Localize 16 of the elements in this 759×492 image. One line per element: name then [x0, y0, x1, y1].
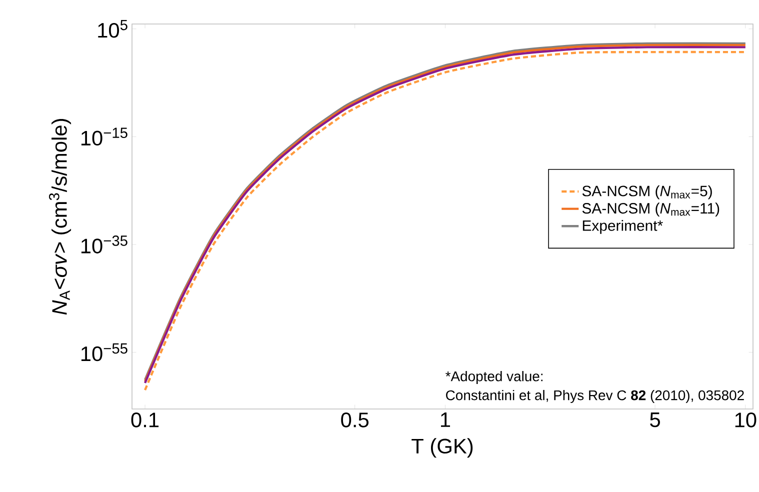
x-tick-label: 10: [735, 412, 756, 428]
y-axis-title: N$_{A}$<σv> (cm$^{3}$/s/mole): [48, 118, 72, 315]
x-axis-title: T (GK): [412, 438, 473, 458]
y-tick-label: 10$^{5}$: [98, 20, 128, 38]
legend-label: SA-NCSM (N$_{max}$=5): [582, 185, 712, 200]
x-tick-label: 5: [650, 412, 660, 428]
annotation: *Adopted value:: [446, 371, 543, 384]
legend-label: Experiment*: [582, 220, 663, 234]
x-tick-label: 0.5: [341, 412, 368, 428]
y-tick-label: 10$^{−15}$: [81, 128, 128, 146]
y-tick-label: 10$^{−55}$: [81, 343, 128, 362]
y-tick-label: 10$^{−35}$: [81, 236, 128, 254]
x-tick-label: 0.1: [131, 412, 159, 428]
legend-label: SA-NCSM (N$_{max}$=11): [582, 202, 720, 217]
x-tick-label: 1: [440, 412, 450, 427]
annotation: Constantini et al, Phys Rev C 82 (2010), 035802: [446, 390, 744, 403]
